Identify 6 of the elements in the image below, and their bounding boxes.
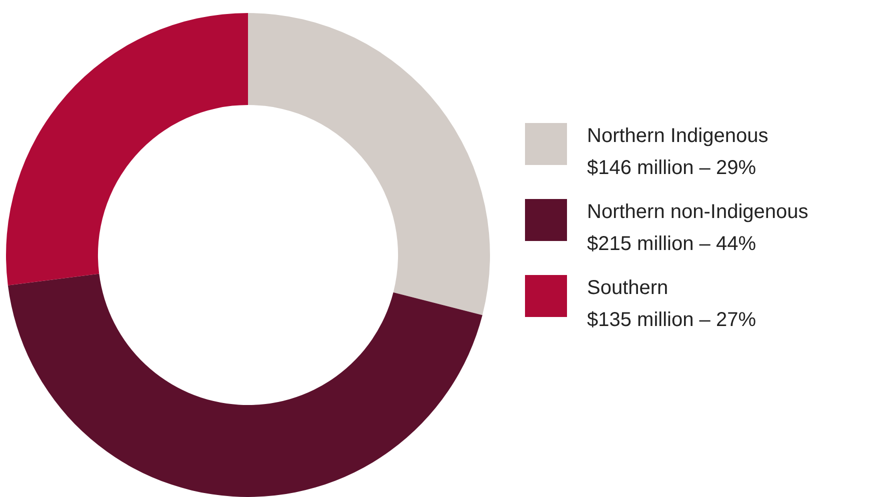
donut-slice [248, 13, 490, 316]
legend-label: Southern $135 million – 27% [587, 277, 756, 331]
donut-slice [8, 274, 482, 497]
legend-label: Northern Indigenous $146 million – 29% [587, 125, 768, 179]
legend-label: Northern non-Indigenous $215 million – 44% [587, 201, 808, 255]
donut-slice [6, 13, 248, 286]
